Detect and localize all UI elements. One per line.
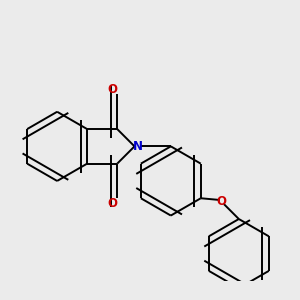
- Text: O: O: [107, 197, 117, 210]
- Text: N: N: [133, 140, 143, 153]
- Text: O: O: [217, 195, 226, 208]
- Text: O: O: [107, 83, 117, 96]
